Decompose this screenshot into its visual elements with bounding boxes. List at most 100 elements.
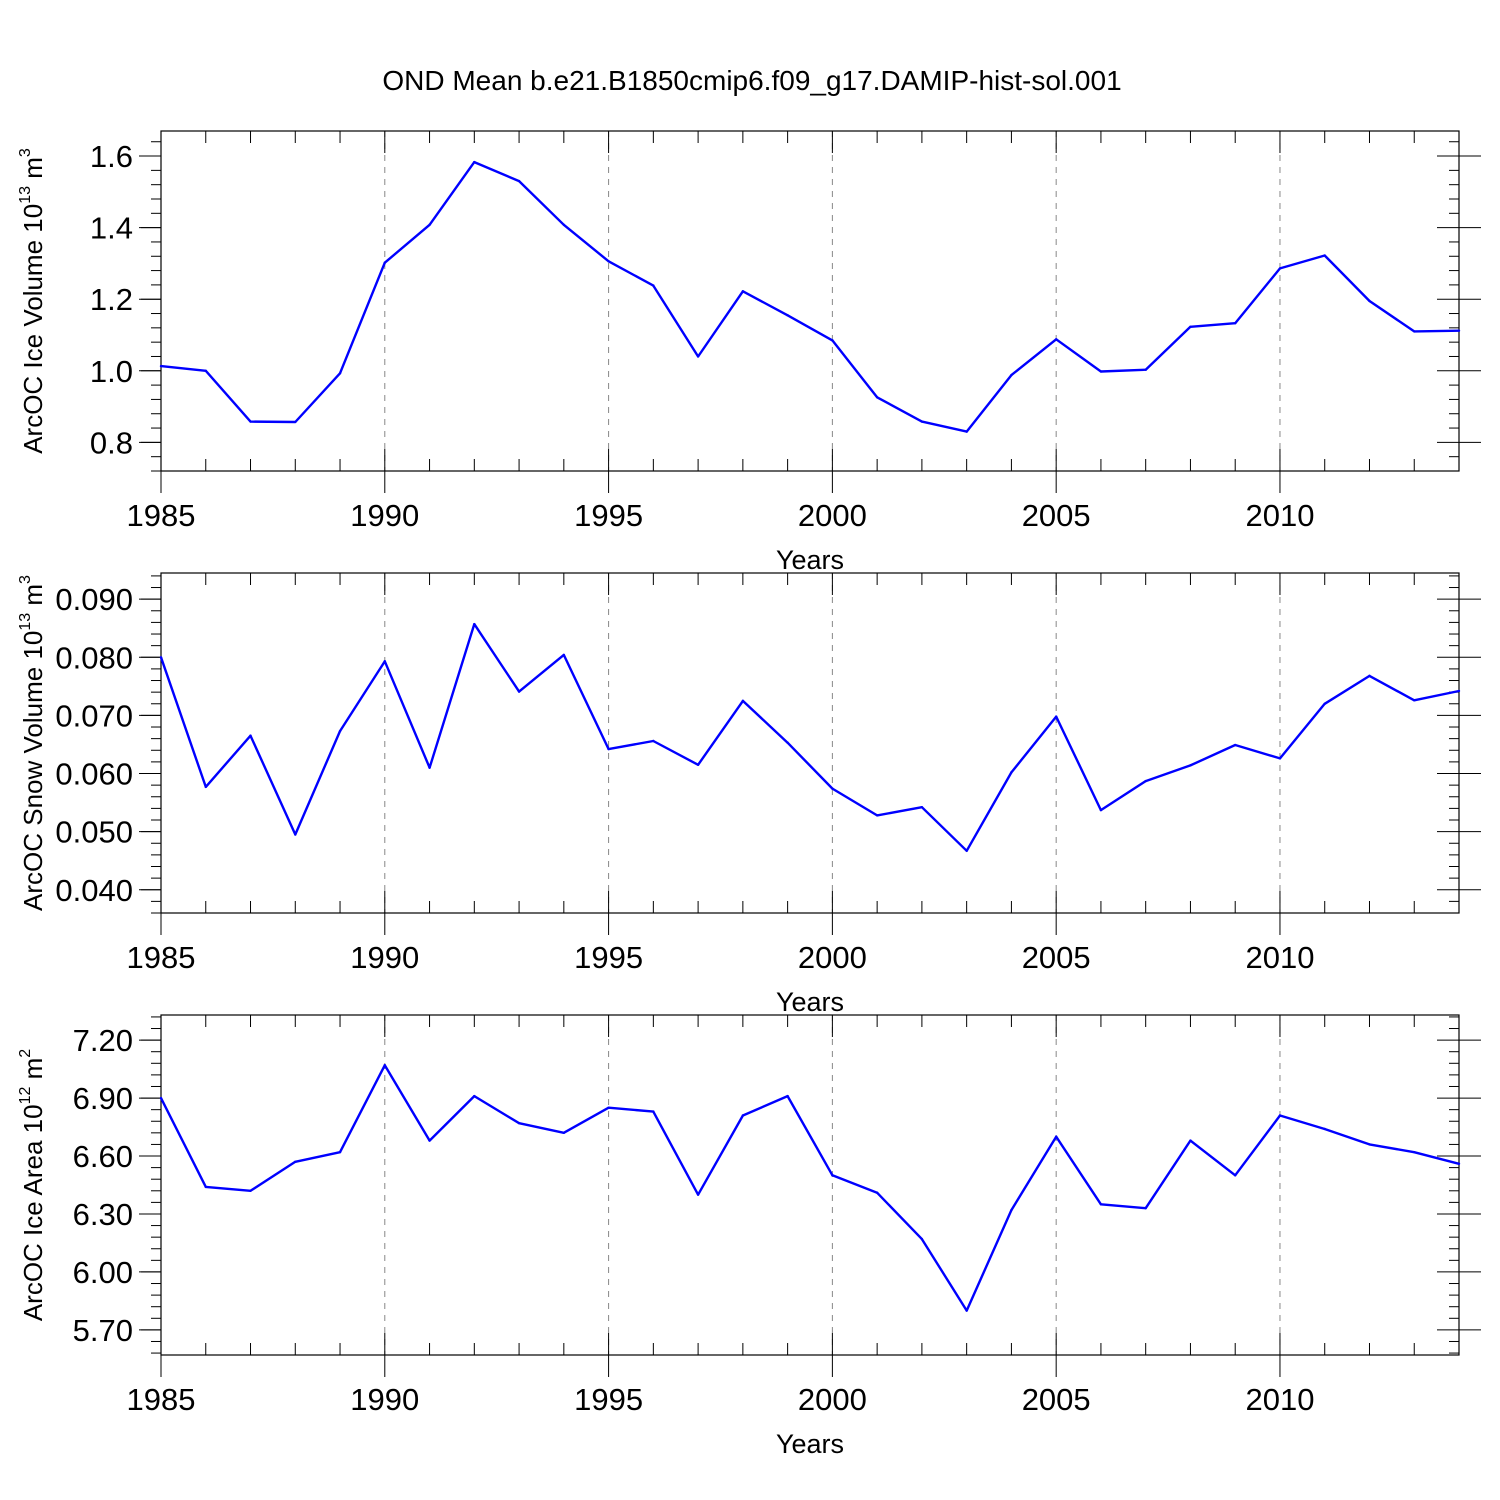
data-point xyxy=(383,261,386,264)
data-point xyxy=(786,741,789,744)
data-point xyxy=(696,763,700,766)
data-point xyxy=(965,1309,968,1312)
data-point xyxy=(1144,1206,1147,1210)
data-point xyxy=(383,1064,386,1067)
data-point xyxy=(428,766,431,769)
y-tick-label: 0.040 xyxy=(55,873,133,908)
data-point xyxy=(159,656,163,659)
y-tick-label: 6.00 xyxy=(73,1255,133,1290)
data-point xyxy=(249,420,252,423)
data-point xyxy=(204,785,207,789)
x-tick-label: 2005 xyxy=(1022,498,1091,533)
data-point xyxy=(428,223,431,226)
data-point xyxy=(1278,757,1282,760)
x-tick-label: 2010 xyxy=(1245,940,1314,975)
series-line xyxy=(159,1063,1460,1312)
data-point xyxy=(1457,1162,1461,1165)
chart-panel-3: 5.70 6.00 6.30 6.60 6.90 7.20 1985 1990 1995 2000… xyxy=(17,1014,1481,1459)
data-point xyxy=(607,260,610,263)
plot-frame xyxy=(160,130,1460,472)
data-point xyxy=(562,1131,566,1135)
data-point xyxy=(1099,370,1103,373)
x-tick-label: 2000 xyxy=(798,1382,867,1417)
data-point xyxy=(741,1114,745,1117)
data-point xyxy=(204,369,207,372)
x-axis-title: Years xyxy=(776,545,844,575)
data-point xyxy=(920,420,924,423)
chart-title: OND Mean b.e21.B1850cmip6.f09_g17.DAMIP-… xyxy=(382,65,1121,96)
y-tick-label: 0.8 xyxy=(90,425,133,460)
plot-frame xyxy=(160,1014,1460,1356)
series-line xyxy=(159,622,1460,852)
data-point xyxy=(159,1096,163,1100)
data-point xyxy=(652,739,655,743)
y-tick-label: 0.090 xyxy=(55,582,133,617)
data-point xyxy=(1368,1143,1371,1146)
data-point xyxy=(1010,771,1013,774)
y-tick-label: 1.0 xyxy=(90,354,133,389)
data-point xyxy=(1189,325,1192,328)
y-tick-label: 6.90 xyxy=(73,1081,133,1116)
data-point xyxy=(1054,338,1058,341)
data-point xyxy=(1189,764,1192,767)
data-point xyxy=(607,1106,610,1109)
data-point xyxy=(1099,1203,1103,1206)
data-point xyxy=(1457,329,1461,332)
x-tick-label: 1995 xyxy=(574,498,643,533)
data-point xyxy=(1368,674,1371,678)
data-point xyxy=(249,1189,252,1192)
data-point xyxy=(1054,1135,1058,1138)
x-tick-label: 2010 xyxy=(1245,498,1314,533)
data-point xyxy=(786,1094,789,1098)
data-point xyxy=(338,1150,342,1154)
data-point xyxy=(696,1193,700,1196)
x-tick-label: 1990 xyxy=(350,940,419,975)
x-tick-label: 2000 xyxy=(798,940,867,975)
data-point xyxy=(428,1139,431,1142)
x-tick-label: 2010 xyxy=(1245,1382,1314,1417)
data-point xyxy=(1144,368,1147,371)
x-tick-label: 2000 xyxy=(798,498,867,533)
data-point xyxy=(1368,299,1371,303)
data-point xyxy=(875,396,879,399)
data-point xyxy=(338,372,342,375)
data-point xyxy=(473,622,476,626)
data-point xyxy=(1457,689,1461,693)
y-axis-title: ArcOC Snow Volume 1013 m3 xyxy=(17,575,48,911)
data-point xyxy=(1413,699,1416,702)
y-tick-label: 5.70 xyxy=(73,1313,133,1348)
y-tick-label: 0.080 xyxy=(55,640,133,675)
y-axis-title: ArcOC Ice Volume 1013 m3 xyxy=(17,148,48,454)
data-point xyxy=(517,179,521,183)
data-point xyxy=(875,1191,879,1194)
data-point xyxy=(652,284,655,287)
data-point xyxy=(1054,715,1058,718)
x-axis-title: Years xyxy=(776,1429,844,1459)
data-point xyxy=(1189,1139,1192,1142)
chart-panels: 0.8 1.0 1.2 1.4 1.6 1985 1990 1995 2000 2005 2010 Y… xyxy=(17,130,1481,1459)
data-point xyxy=(294,420,297,424)
data-point xyxy=(875,814,879,817)
data-point xyxy=(1010,373,1013,377)
data-point xyxy=(517,1121,521,1125)
data-point xyxy=(294,833,297,836)
y-tick-label: 1.4 xyxy=(90,211,133,246)
x-tick-label: 1995 xyxy=(574,1382,643,1417)
data-point xyxy=(920,806,924,809)
x-tick-label: 1985 xyxy=(127,498,196,533)
data-point xyxy=(1278,1114,1282,1117)
data-point xyxy=(1010,1208,1013,1212)
y-tick-label: 7.20 xyxy=(73,1023,133,1058)
data-point xyxy=(562,653,566,657)
data-point xyxy=(831,339,834,342)
data-point xyxy=(1234,321,1237,325)
data-point xyxy=(473,160,476,164)
x-axis-title: Years xyxy=(776,987,844,1017)
data-point xyxy=(652,1110,655,1113)
data-point xyxy=(920,1237,924,1241)
data-point xyxy=(1323,1127,1326,1131)
data-point xyxy=(831,1174,834,1177)
data-point xyxy=(1278,267,1282,270)
x-tick-label: 1995 xyxy=(574,940,643,975)
